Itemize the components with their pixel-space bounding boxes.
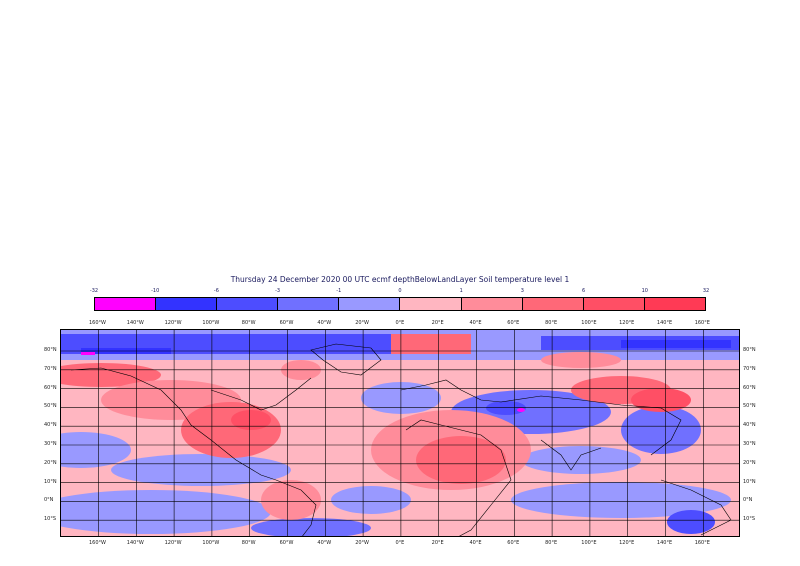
- latitude-label: 20°N: [44, 459, 57, 466]
- longitude-label: 100°W: [202, 320, 220, 326]
- longitude-label: 140°E: [656, 320, 673, 326]
- legend-tick-label: -10: [151, 288, 160, 294]
- longitude-label: 160°W: [89, 320, 106, 326]
- legend-tick-label: -1: [336, 288, 342, 294]
- latitude-label: 10°S: [44, 516, 57, 523]
- longitude-label: 20°E: [431, 540, 444, 546]
- longitude-label: 20°E: [431, 320, 444, 326]
- legend-swatch: [278, 298, 340, 310]
- legend-swatch: [95, 298, 157, 310]
- longitude-label: 20°W: [355, 540, 369, 546]
- longitude-label: 40°E: [469, 540, 482, 546]
- legend-tick-label: 6: [582, 288, 586, 294]
- longitude-label: 140°E: [656, 540, 673, 546]
- longitude-label: 100°W: [202, 540, 220, 546]
- soil-temperature-map[interactable]: [60, 329, 740, 537]
- legend-tick-label: 0: [398, 288, 402, 294]
- longitude-label: 100°E: [581, 320, 597, 326]
- latitude-label: 80°N: [743, 347, 756, 353]
- legend-tick-label: -6: [213, 288, 219, 294]
- coastlines: [70, 343, 732, 536]
- legend-swatch: [522, 298, 584, 310]
- legend-tick-label: 10: [641, 288, 648, 294]
- longitude-label: 40°E: [469, 320, 482, 326]
- color-legend: [94, 297, 706, 311]
- graticule: [61, 330, 739, 536]
- longitude-label: 60°E: [507, 320, 520, 326]
- latitude-label: 50°N: [44, 403, 57, 410]
- latitude-label: 10°N: [743, 478, 756, 485]
- latitude-label: 0°N: [44, 497, 54, 504]
- longitude-label: 160°W: [89, 540, 106, 546]
- latitude-label: 10°N: [44, 478, 57, 485]
- latitude-label: 70°N: [743, 365, 756, 372]
- legend-swatch: [156, 298, 218, 310]
- map-field: [61, 330, 739, 536]
- longitude-label: 160°E: [694, 320, 710, 326]
- legend-swatch: [583, 298, 645, 310]
- legend-tick-label: -3: [275, 288, 281, 294]
- legend-tick-label: 1: [459, 288, 463, 294]
- longitude-label: 160°E: [694, 540, 710, 546]
- longitude-label: 40°W: [317, 540, 332, 546]
- longitude-label: 120°W: [164, 320, 182, 326]
- longitude-label: 140°W: [126, 540, 144, 546]
- latitude-label: 70°N: [44, 365, 57, 372]
- longitude-label: 120°E: [619, 540, 635, 546]
- legend-swatch: [461, 298, 523, 310]
- latitude-label: 30°N: [44, 441, 57, 447]
- legend-swatch: [339, 298, 401, 310]
- legend-swatch: [644, 298, 705, 310]
- latitude-label: 60°N: [743, 384, 756, 391]
- legend-tick-label: -32: [89, 288, 99, 294]
- legend-tick-label: 32: [702, 288, 710, 294]
- latitude-label: 10°S: [743, 516, 756, 523]
- longitude-label: 60°W: [279, 540, 294, 546]
- longitude-label: 60°W: [279, 320, 294, 326]
- longitude-label: 40°W: [317, 320, 332, 326]
- longitude-label: 0°E: [395, 540, 405, 546]
- longitude-label: 0°E: [395, 320, 405, 326]
- legend-swatch: [400, 298, 462, 310]
- latitude-label: 40°N: [743, 422, 756, 429]
- longitude-label: 80°E: [545, 320, 558, 326]
- longitude-label: 60°E: [507, 540, 520, 546]
- latitude-label: 50°N: [743, 403, 756, 410]
- latitude-label: 0°N: [743, 497, 753, 504]
- longitude-label: 20°W: [355, 320, 369, 326]
- longitude-label: 80°E: [545, 540, 558, 546]
- longitude-label: 80°W: [241, 320, 256, 326]
- longitude-label: 120°W: [164, 540, 182, 546]
- longitude-label: 100°E: [581, 540, 597, 546]
- latitude-label: 20°N: [743, 459, 756, 466]
- legend-swatch: [217, 298, 279, 310]
- map-title: Thursday 24 December 2020 00 UTC ecmf de…: [230, 275, 570, 284]
- latitude-label: 40°N: [44, 422, 57, 429]
- latitude-label: 80°N: [44, 347, 57, 353]
- longitude-label: 120°E: [619, 320, 635, 326]
- longitude-label: 80°W: [241, 540, 256, 546]
- latitude-label: 30°N: [743, 441, 756, 447]
- legend-tick-label: 3: [520, 288, 524, 294]
- latitude-label: 60°N: [44, 384, 57, 391]
- longitude-label: 140°W: [126, 320, 144, 326]
